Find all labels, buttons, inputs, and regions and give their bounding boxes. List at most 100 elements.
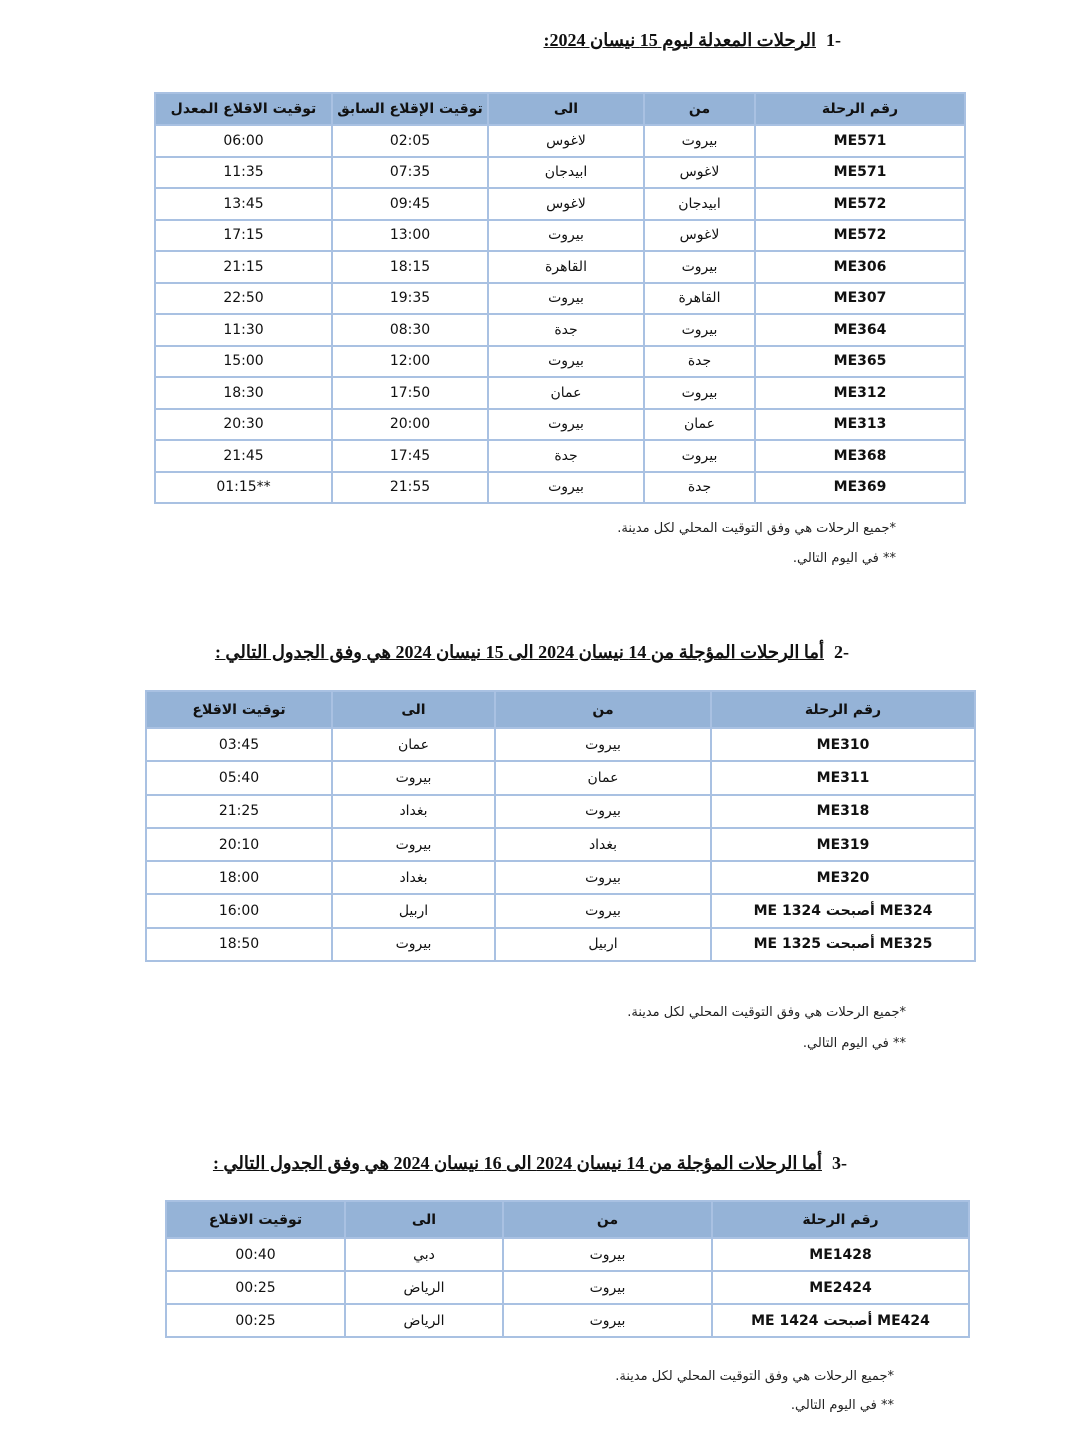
flight-number-cell: ME318 xyxy=(710,793,976,829)
time-cell: 05:40 xyxy=(145,760,333,796)
note-local-time: *جميع الرحلات هي وفق التوقيت المحلي لكل … xyxy=(615,1369,894,1384)
table-row: ME306 بيروت القاهرة 18:15 21:15 xyxy=(154,250,966,284)
table-row: ME572 ابيدجان لاغوس 09:45 13:45 xyxy=(154,187,966,221)
destination-cell: بيروت xyxy=(487,344,645,378)
origin-cell: بيروت xyxy=(494,893,712,929)
origin-cell: اربيل xyxy=(494,926,712,963)
table-row: ME324 أصبحت ME 1324 بيروت اربيل 16:00 xyxy=(145,893,976,929)
column-header: توقيت الاقلاع المعدل xyxy=(154,92,333,126)
time-cell: 09:45 xyxy=(331,187,489,221)
destination-cell: لاغوس xyxy=(487,124,645,158)
time-cell: 08:30 xyxy=(331,313,489,347)
flight-number-cell: ME571 xyxy=(754,155,966,189)
destination-cell: عمان xyxy=(331,726,496,763)
origin-cell: جدة xyxy=(643,344,756,378)
table-row: ME319 بغداد بيروت 20:10 xyxy=(145,826,976,863)
time-cell: **01:15 xyxy=(154,470,333,504)
origin-cell: بيروت xyxy=(494,793,712,829)
table-row: ME364 بيروت جدة 08:30 11:30 xyxy=(154,313,966,347)
destination-cell: بيروت xyxy=(487,281,645,315)
flight-number-cell: ME312 xyxy=(754,376,966,410)
header-row: رقم الرحلة من الى توقيت الإقلاع السابق توقيت… xyxy=(154,92,966,126)
time-cell: 21:25 xyxy=(145,793,333,829)
time-cell: 11:30 xyxy=(154,313,333,347)
postponed-flights-15-table: رقم الرحلة من الى توقيت الاقلاع ME310 بيروت عم… xyxy=(145,690,976,963)
flight-number-cell: ME1428 xyxy=(711,1237,970,1272)
column-header: توقيت الإقلاع السابق xyxy=(331,92,489,126)
flight-number-cell: ME571 xyxy=(754,124,966,158)
column-header: من xyxy=(502,1200,713,1239)
destination-cell: لاغوس xyxy=(487,187,645,221)
origin-cell: بيروت xyxy=(643,250,756,284)
destination-cell: اربيل xyxy=(331,893,496,929)
flight-number-cell: ME365 xyxy=(754,344,966,378)
column-header: الى xyxy=(331,690,496,729)
time-cell: 18:00 xyxy=(145,860,333,896)
origin-cell: لاغوس xyxy=(643,218,756,252)
origin-cell: بيروت xyxy=(494,860,712,896)
flight-number-cell: ME324 أصبحت ME 1324 xyxy=(710,893,976,929)
destination-cell: جدة xyxy=(487,439,645,473)
destination-cell: دبي xyxy=(344,1237,504,1272)
time-cell: 16:00 xyxy=(145,893,333,929)
origin-cell: لاغوس xyxy=(643,155,756,189)
time-cell: 06:00 xyxy=(154,124,333,158)
time-cell: 02:05 xyxy=(331,124,489,158)
column-header: رقم الرحلة xyxy=(710,690,976,729)
time-cell: 00:25 xyxy=(165,1270,346,1305)
table-row: ME325 أصبحت ME 1325 اربيل بيروت 18:50 xyxy=(145,926,976,963)
flight-number-cell: ME368 xyxy=(754,439,966,473)
header-row: رقم الرحلة من الى توقيت الاقلاع xyxy=(145,690,976,729)
header-row: رقم الرحلة من الى توقيت الاقلاع xyxy=(165,1200,970,1239)
table-row: ME365 جدة بيروت 12:00 15:00 xyxy=(154,344,966,378)
origin-cell: بيروت xyxy=(502,1270,713,1305)
section-number: -2 xyxy=(834,642,849,662)
column-header: توقيت الاقلاع xyxy=(145,690,333,729)
section-number: -3 xyxy=(832,1153,847,1173)
column-header: من xyxy=(643,92,756,126)
time-cell: 20:00 xyxy=(331,407,489,441)
time-cell: 22:50 xyxy=(154,281,333,315)
table-row: ME313 عمان بيروت 20:00 20:30 xyxy=(154,407,966,441)
destination-cell: بيروت xyxy=(487,218,645,252)
time-cell: 17:50 xyxy=(331,376,489,410)
time-cell: 15:00 xyxy=(154,344,333,378)
time-cell: 17:45 xyxy=(331,439,489,473)
flight-number-cell: ME572 xyxy=(754,218,966,252)
section-title: أما الرحلات المؤجلة من 14 نيسان 2024 الى… xyxy=(214,642,824,662)
destination-cell: بيروت xyxy=(331,926,496,963)
section3-heading: -3 أما الرحلات المؤجلة من 14 نيسان 2024 ا… xyxy=(213,1153,847,1174)
flight-number-cell: ME369 xyxy=(754,470,966,504)
destination-cell: القاهرة xyxy=(487,250,645,284)
time-cell: 17:15 xyxy=(154,218,333,252)
table-row: ME368 بيروت جدة 17:45 21:45 xyxy=(154,439,966,473)
time-cell: 13:00 xyxy=(331,218,489,252)
table-row: ME571 بيروت لاغوس 02:05 06:00 xyxy=(154,124,966,158)
destination-cell: بيروت xyxy=(487,407,645,441)
time-cell: 12:00 xyxy=(331,344,489,378)
flight-number-cell: ME313 xyxy=(754,407,966,441)
origin-cell: بغداد xyxy=(494,826,712,863)
table-row: ME572 لاغوس بيروت 13:00 17:15 xyxy=(154,218,966,252)
table-row: ME2424 بيروت الرياض 00:25 xyxy=(165,1270,970,1305)
postponed-flights-16-table: رقم الرحلة من الى توقيت الاقلاع ME1428 بيروت د… xyxy=(165,1200,970,1338)
note-local-time: *جميع الرحلات هي وفق التوقيت المحلي لكل … xyxy=(627,1005,906,1020)
destination-cell: بغداد xyxy=(331,793,496,829)
column-header: الى xyxy=(487,92,645,126)
destination-cell: بيروت xyxy=(331,760,496,796)
time-cell: 07:35 xyxy=(331,155,489,189)
time-cell: 21:15 xyxy=(154,250,333,284)
flight-number-cell: ME320 xyxy=(710,860,976,896)
flight-number-cell: ME319 xyxy=(710,826,976,863)
origin-cell: عمان xyxy=(494,760,712,796)
time-cell: 18:30 xyxy=(154,376,333,410)
time-cell: 18:15 xyxy=(331,250,489,284)
section-title: الرحلات المعدلة ليوم 15 نيسان 2024: xyxy=(543,30,816,50)
time-cell: 21:55 xyxy=(331,470,489,504)
destination-cell: بيروت xyxy=(331,826,496,863)
table-row: ME307 القاهرة بيروت 19:35 22:50 xyxy=(154,281,966,315)
table-row: ME310 بيروت عمان 03:45 xyxy=(145,726,976,763)
section-title: أما الرحلات المؤجلة من 14 نيسان 2024 الى… xyxy=(212,1153,822,1173)
table-row: ME571 لاغوس ابيدجان 07:35 11:35 xyxy=(154,155,966,189)
flight-number-cell: ME364 xyxy=(754,313,966,347)
